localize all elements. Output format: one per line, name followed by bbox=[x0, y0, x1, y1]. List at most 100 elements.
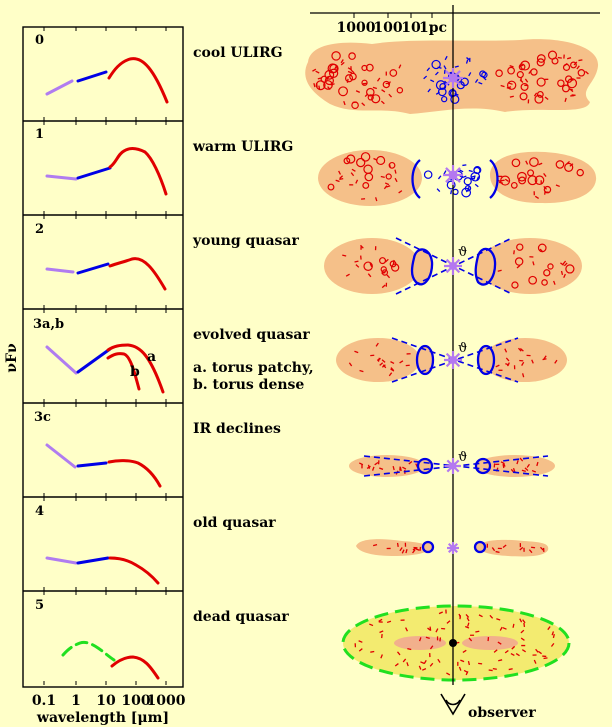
dust-clump bbox=[547, 626, 551, 631]
dust-clump bbox=[380, 175, 385, 178]
sed-optical-segment bbox=[76, 70, 108, 83]
sed-ir-bump bbox=[108, 556, 160, 585]
dust-clump bbox=[374, 461, 379, 466]
dust-clump bbox=[568, 88, 573, 91]
dust-cloud bbox=[318, 150, 422, 206]
dust-clump bbox=[475, 630, 480, 633]
sed-optical-segment bbox=[76, 166, 112, 180]
dust-clump bbox=[380, 100, 385, 105]
dust-clump bbox=[508, 82, 513, 85]
dust-clump bbox=[467, 660, 471, 666]
dust-clump bbox=[348, 362, 353, 367]
obscuring-tori bbox=[410, 159, 499, 554]
dust-clump bbox=[362, 181, 370, 189]
central-quasar-star bbox=[445, 458, 461, 474]
dust-clump bbox=[584, 70, 589, 75]
dust-clump bbox=[396, 651, 401, 656]
dust-clump bbox=[528, 275, 538, 285]
dust-clump bbox=[518, 176, 527, 185]
dust-clump bbox=[502, 544, 507, 548]
dust-clump bbox=[519, 457, 524, 462]
dust-clump bbox=[536, 58, 545, 67]
sed-ir-bump bbox=[107, 57, 169, 104]
dust-clump bbox=[369, 262, 373, 268]
dust-clump bbox=[312, 68, 317, 72]
dust-clump bbox=[502, 627, 507, 630]
dust-clump bbox=[425, 636, 430, 640]
dust-clump bbox=[331, 51, 341, 61]
dust-clump bbox=[530, 546, 536, 549]
dust-clump bbox=[532, 261, 535, 266]
x-axis-label: wavelength [μm] bbox=[36, 710, 169, 726]
dust-clump bbox=[537, 243, 547, 253]
dust-clump bbox=[565, 264, 575, 274]
dust-clump bbox=[468, 637, 473, 642]
dust-clump bbox=[474, 79, 479, 84]
dust-clump bbox=[516, 243, 524, 251]
dust-clump bbox=[412, 549, 416, 554]
dust-clump bbox=[360, 152, 371, 162]
dust-clump bbox=[460, 659, 465, 663]
stage-title: IR declines bbox=[193, 421, 281, 437]
dust-clump bbox=[536, 461, 539, 467]
dust-clump bbox=[358, 462, 364, 466]
dust-clump bbox=[463, 177, 472, 186]
dust-clump bbox=[405, 627, 409, 632]
dust-clump bbox=[423, 170, 433, 179]
dust-clump bbox=[330, 83, 335, 86]
dust-clump bbox=[454, 65, 459, 68]
dust-clump bbox=[511, 158, 521, 168]
stage-title: evolved quasar bbox=[193, 327, 310, 343]
dust-clump bbox=[509, 65, 514, 68]
dust-clump bbox=[468, 72, 472, 77]
dust-clump bbox=[551, 631, 555, 636]
x-tick-label: 1 bbox=[71, 693, 81, 709]
dust-clump bbox=[327, 86, 331, 91]
dust-clump bbox=[392, 259, 395, 265]
dust-clump bbox=[533, 92, 538, 97]
dust-remnant bbox=[462, 636, 518, 650]
dust-clump bbox=[510, 652, 515, 657]
dust-clump bbox=[372, 86, 378, 90]
dust-clump bbox=[467, 622, 470, 627]
dust-clump bbox=[371, 94, 381, 104]
dust-clump bbox=[566, 160, 570, 165]
dust-clump bbox=[346, 78, 349, 83]
dust-clump bbox=[524, 78, 529, 83]
opening-angle: ϑ bbox=[458, 450, 467, 465]
dust-clump bbox=[560, 270, 564, 276]
panel-tick-marks bbox=[43, 27, 167, 685]
central-sources bbox=[443, 68, 463, 554]
dust-clump bbox=[354, 260, 359, 263]
dust-clump bbox=[379, 257, 387, 265]
dust-clump bbox=[450, 190, 453, 195]
dust-clump bbox=[427, 88, 431, 93]
sed-ir-bump-b bbox=[106, 352, 141, 391]
stage-number: 2 bbox=[35, 222, 44, 237]
dust-clump bbox=[402, 658, 407, 663]
dust-clump bbox=[570, 61, 577, 69]
dust-clump bbox=[543, 172, 547, 177]
dust-cloud bbox=[483, 338, 567, 382]
dust-clump bbox=[521, 469, 526, 473]
dust-clump bbox=[507, 66, 515, 75]
dust-clump bbox=[386, 185, 391, 188]
dust-clump bbox=[510, 181, 518, 189]
dust-clump bbox=[465, 671, 469, 676]
dust-clump bbox=[498, 659, 503, 662]
dust-clump bbox=[509, 95, 514, 98]
dust-clump bbox=[408, 460, 413, 465]
dust-clump bbox=[505, 357, 510, 362]
dust-clump bbox=[405, 549, 408, 554]
dust-clump bbox=[538, 162, 543, 166]
observer-label: observer bbox=[468, 705, 536, 721]
scale-tick-label: 10 bbox=[401, 20, 421, 36]
dust-clump bbox=[382, 80, 391, 89]
dust-clump bbox=[338, 170, 342, 175]
dust-clump bbox=[423, 659, 427, 665]
dust-clump bbox=[498, 181, 504, 184]
dust-clump bbox=[535, 648, 539, 653]
dust-clump bbox=[359, 369, 364, 373]
dust-clump bbox=[563, 262, 568, 267]
